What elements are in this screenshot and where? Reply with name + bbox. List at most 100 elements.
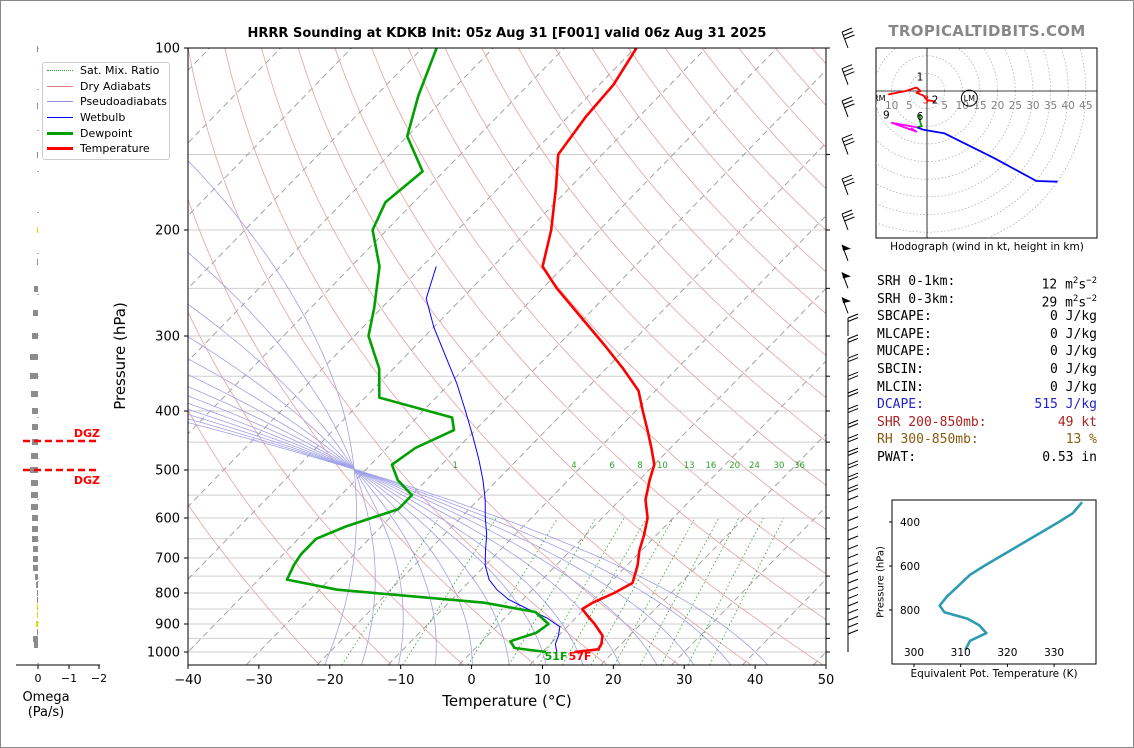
omega-bar — [32, 408, 38, 414]
hodograph-ring-label: 35 — [1044, 100, 1057, 112]
isotherm-line — [188, 48, 636, 508]
isotherm-line — [188, 48, 565, 435]
omega-bar — [30, 354, 38, 360]
skewt-profiles — [285, 48, 656, 654]
stat-value: 13 % — [1065, 432, 1097, 448]
theta-x-tick-label: 300 — [904, 647, 924, 659]
hodograph-ring-label: 45 — [1079, 100, 1092, 112]
wind-barb — [841, 64, 855, 85]
wind-barb-feather — [847, 487, 859, 493]
hodograph-height-label: 1 — [917, 71, 924, 83]
hodograph-plot-area: 10 5 5 10 15 20 25 30 35 40 45 1 3 2 9 6 RM LM — [873, 48, 1097, 238]
stat-value: 515 J/kg — [1034, 397, 1097, 413]
pseudoadiabat-line — [188, 408, 658, 665]
skewt-x-axis-label: Temperature (°C) — [442, 692, 572, 710]
wind-barb-flag — [842, 244, 851, 251]
theta-e-series-line — [938, 501, 1084, 651]
wind-barb-feather — [844, 103, 855, 109]
isotherm-line — [316, 142, 826, 665]
wind-barb-feather — [843, 177, 854, 183]
hodograph-ring-label: 20 — [991, 100, 1004, 112]
mixing-ratio-line — [660, 517, 740, 665]
omega-bar — [31, 504, 38, 510]
wind-barb — [841, 133, 855, 155]
wind-barb-feather — [847, 451, 859, 456]
wind-barb — [841, 96, 855, 118]
pseudoadiabat-line — [188, 251, 376, 665]
x-tick-label: 30 — [676, 673, 693, 688]
y-tick-label: 600 — [155, 512, 180, 527]
wind-barb — [841, 272, 851, 289]
y-tick-label: 100 — [155, 42, 180, 57]
wind-barb — [847, 622, 859, 646]
wind-barb-feather — [847, 526, 859, 532]
hodograph-ring-label: 30 — [1026, 100, 1039, 112]
dgz-bottom-label: DGZ — [74, 474, 100, 487]
mixing-ratio-label: 13 — [684, 461, 695, 471]
theta-plot-area — [938, 501, 1084, 651]
stat-sbcape: SBCAPE: 0 J/kg — [877, 308, 1097, 326]
isotherm-line — [188, 48, 494, 362]
stat-mlcape: MLCAPE: 0 J/kg — [877, 326, 1097, 344]
stat-label: MLCAPE: — [877, 326, 932, 342]
wind-barb-feather — [841, 27, 853, 33]
stat-value: 29 m2s−2 — [1041, 293, 1097, 310]
wind-barb-feather — [847, 601, 859, 607]
wind-barb-feather — [847, 317, 859, 322]
legend: Sat. Mix. Ratio Dry Adiabats Pseudoadiab… — [42, 62, 170, 160]
mixing-ratio-label: 20 — [729, 461, 740, 471]
wind-barb-feather — [847, 437, 859, 443]
y-tick-label: 200 — [155, 224, 180, 239]
dry-adiabat-line — [188, 409, 392, 665]
isotherm-line — [245, 69, 826, 665]
omega-bar — [32, 515, 38, 521]
wind-barb — [847, 629, 859, 652]
x-tick-label: −30 — [245, 673, 272, 688]
wind-barb-staff — [841, 68, 849, 85]
theta-x-tick-label: 330 — [1044, 647, 1064, 659]
legend-item-dry-adiabats: Dry Adiabats — [43, 79, 169, 95]
stat-value: 0 J/kg — [1050, 326, 1097, 342]
hodograph-ring-label: 5 — [906, 100, 913, 112]
wind-barb-feather — [847, 622, 859, 628]
hodograph-ring-label: 10 — [956, 100, 969, 112]
hodograph-rm-label: RM — [873, 94, 886, 103]
wind-barb-feather — [847, 535, 859, 541]
omega-bar — [32, 424, 38, 430]
omega-bar — [33, 310, 38, 316]
x-tick-label: −40 — [174, 673, 201, 688]
wind-barb — [847, 516, 859, 539]
dry-adiabat-line — [481, 48, 826, 442]
omega-bar — [32, 526, 38, 532]
omega-bar — [31, 391, 38, 397]
wind-barb — [847, 371, 859, 395]
wind-barb-feather — [847, 460, 859, 466]
omega-bar — [37, 227, 38, 233]
wind-barb-feather — [847, 337, 859, 343]
y-tick-label: 700 — [155, 552, 180, 567]
stat-label: DCAPE: — [877, 397, 924, 413]
omega-x-axis-label: Omega (Pa/s) — [22, 690, 70, 720]
temperature-series-line — [541, 48, 656, 654]
dry-adiabat-line — [371, 48, 826, 575]
legend-item-dewpoint: Dewpoint — [43, 125, 169, 141]
wind-barb-feather — [843, 213, 854, 218]
surface-dewpoint-label: 51F — [545, 650, 568, 663]
wind-barb-feather — [847, 506, 859, 512]
theta-frame — [891, 499, 1097, 665]
stat-srh-0-3km: SRH 0-3km: 29 m2s−2 — [877, 291, 1097, 310]
stat-value: 0 J/kg — [1050, 309, 1097, 325]
mixing-ratio-line — [639, 517, 720, 665]
omega-bar — [35, 574, 38, 580]
mixing-ratio-line — [590, 517, 674, 665]
legend-swatch — [47, 101, 73, 103]
wind-barb-feather — [841, 64, 853, 70]
omega-bar — [37, 629, 38, 635]
theta-x-tick-label: 320 — [997, 647, 1017, 659]
wind-barb-staff — [841, 213, 849, 231]
wind-barb-feather — [841, 96, 853, 102]
x-tick-label: −20 — [316, 673, 343, 688]
omega-bar — [31, 480, 38, 486]
omega-bar — [33, 636, 38, 642]
stat-label: SHR 200-850mb: — [877, 414, 987, 430]
